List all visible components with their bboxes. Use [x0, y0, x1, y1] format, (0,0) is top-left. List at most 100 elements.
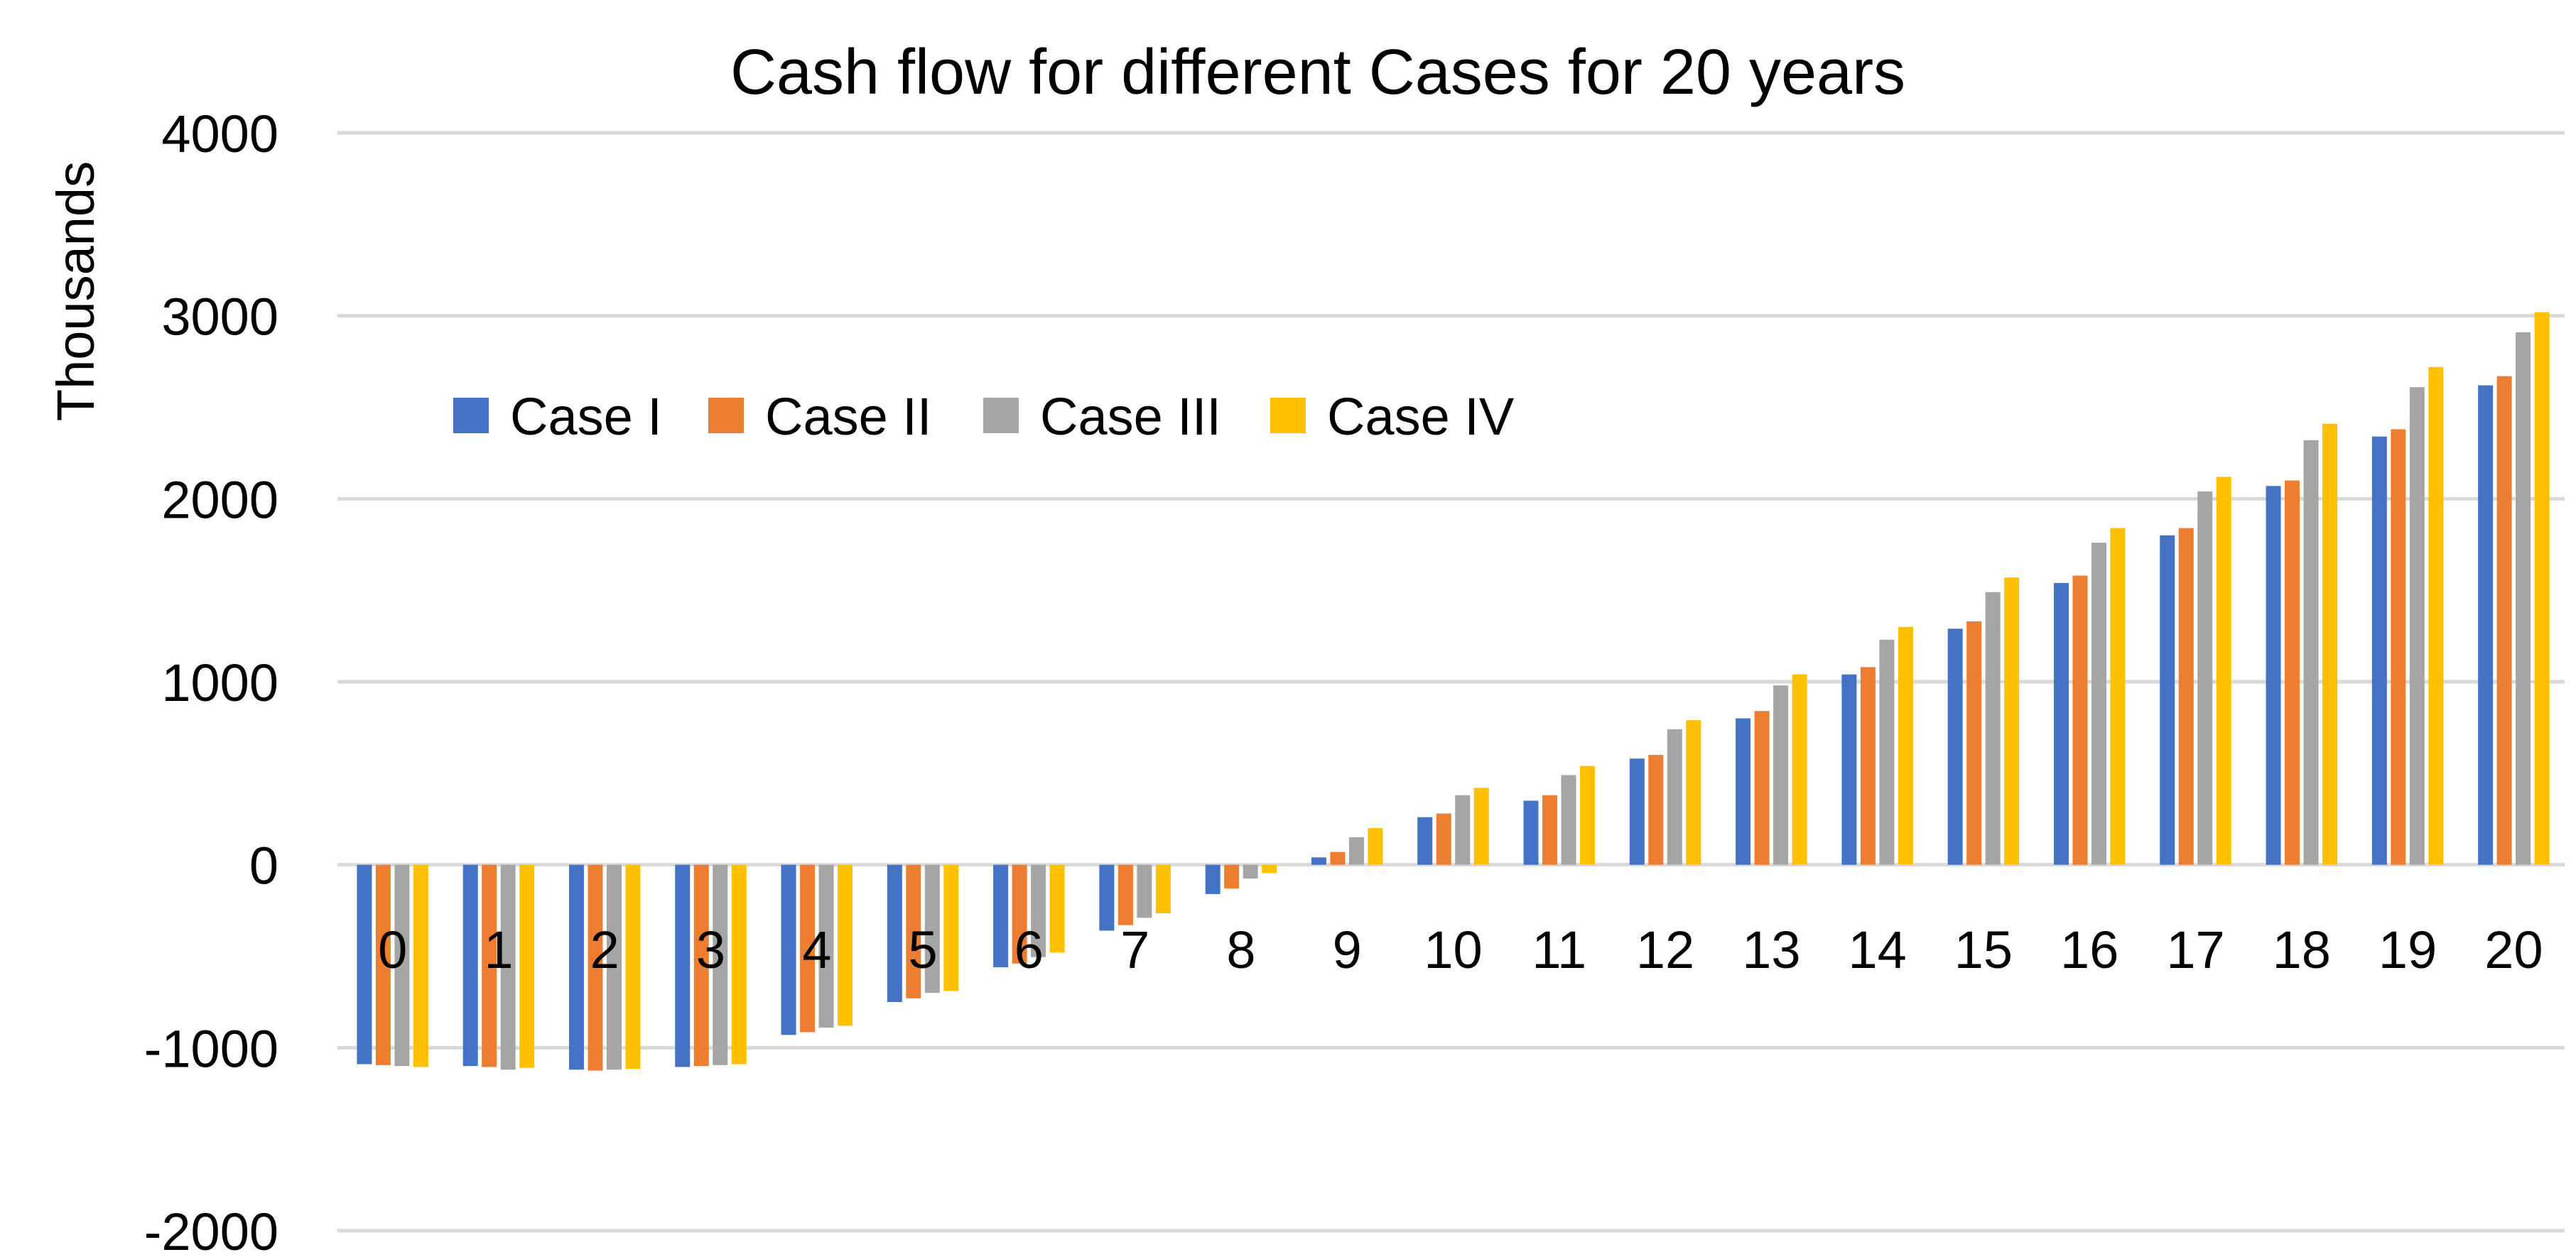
bar	[1049, 864, 1065, 953]
bar	[818, 864, 834, 1028]
bar	[1417, 817, 1433, 865]
y-tick-label: 1000	[161, 653, 278, 712]
legend-label: Case III	[1040, 387, 1221, 446]
bar	[1542, 795, 1558, 865]
bar	[2496, 376, 2512, 865]
bar	[500, 864, 516, 1070]
bar	[1898, 626, 1913, 865]
bar	[2160, 535, 2175, 865]
bars	[357, 312, 2550, 1071]
bar	[1629, 758, 1645, 865]
bar	[1523, 800, 1539, 865]
bar	[713, 864, 728, 1065]
legend-label: Case I	[510, 387, 662, 446]
bar	[2478, 385, 2494, 865]
bar	[2110, 528, 2126, 865]
x-tick-label: 8	[1226, 920, 1255, 979]
bar	[588, 864, 603, 1071]
x-tick-label: 18	[2273, 920, 2331, 979]
bar	[1561, 775, 1576, 865]
y-tick-label: 3000	[161, 288, 278, 347]
bar	[2322, 423, 2338, 865]
legend-label: Case II	[765, 387, 931, 446]
bar	[2303, 440, 2319, 865]
bar	[1368, 828, 1383, 865]
x-tick-label: 1	[484, 920, 513, 979]
bar	[394, 864, 410, 1067]
bar	[993, 864, 1009, 967]
bar	[838, 864, 853, 1026]
bar	[924, 864, 940, 994]
x-tick-label: 11	[1532, 920, 1586, 979]
bar	[943, 864, 959, 991]
chart-title: Cash flow for different Cases for 20 yea…	[730, 37, 1905, 108]
bar	[1686, 720, 1701, 865]
bar	[1137, 864, 1152, 918]
bar	[1205, 864, 1221, 894]
bar	[2053, 582, 2069, 865]
bar	[731, 864, 747, 1065]
bar	[1330, 851, 1346, 865]
bar	[1947, 628, 1963, 865]
x-tick-label: 13	[1742, 920, 1800, 979]
legend-swatch	[1270, 398, 1306, 433]
y-tick-label: -2000	[144, 1202, 278, 1253]
bar	[1224, 864, 1240, 889]
y-tick-label: 0	[249, 837, 278, 896]
x-tick-label: 0	[378, 920, 407, 979]
bar	[2516, 332, 2531, 865]
bar	[1736, 718, 1751, 865]
bar	[482, 864, 497, 1067]
bar	[1455, 795, 1471, 865]
x-tick-label: 2	[590, 920, 619, 979]
bar	[1243, 864, 1258, 878]
bar	[1773, 685, 1789, 865]
bar	[1648, 755, 1664, 865]
bar	[1985, 592, 2001, 865]
bar	[2216, 477, 2231, 865]
bar	[693, 864, 709, 1067]
bar	[2409, 387, 2425, 865]
bar	[2428, 366, 2444, 865]
bar	[1473, 788, 1489, 865]
bar	[375, 864, 391, 1065]
x-tick-label: 17	[2166, 920, 2224, 979]
legend-swatch	[983, 398, 1019, 433]
x-tick-label: 20	[2484, 920, 2543, 979]
y-tick-label: 4000	[161, 104, 278, 163]
bar	[1754, 711, 1770, 865]
legend-swatch	[708, 398, 744, 433]
bar	[675, 864, 691, 1067]
bar	[1012, 864, 1027, 964]
bar	[357, 864, 372, 1065]
x-tick-label: 15	[1954, 920, 2013, 979]
legend-swatch	[453, 398, 489, 433]
bar	[1155, 864, 1171, 913]
x-tick-label: 5	[908, 920, 937, 979]
bar	[2534, 312, 2550, 865]
x-tick-label: 9	[1333, 920, 1362, 979]
bar	[2391, 429, 2406, 865]
bar	[800, 864, 816, 1033]
legend-label: Case IV	[1327, 387, 1515, 446]
bar	[2072, 575, 2088, 865]
bar	[1348, 837, 1364, 865]
x-tick-label: 14	[1848, 920, 1906, 979]
bar	[906, 864, 921, 998]
x-tick-label: 12	[1636, 920, 1694, 979]
y-axis-ticks: 4000 3000 2000 1000 0 -1000 -2000	[144, 104, 278, 1257]
bar	[1792, 674, 1807, 865]
y-tick-label: -1000	[144, 1019, 278, 1078]
x-tick-label: 6	[1014, 920, 1044, 979]
bar	[1879, 639, 1895, 865]
bar	[2266, 486, 2281, 865]
bar	[2371, 436, 2387, 865]
x-tick-label: 7	[1120, 920, 1149, 979]
bar	[887, 864, 902, 1002]
bar	[462, 864, 478, 1067]
bar	[2285, 480, 2300, 865]
bar	[1031, 864, 1046, 957]
bar	[625, 864, 641, 1069]
